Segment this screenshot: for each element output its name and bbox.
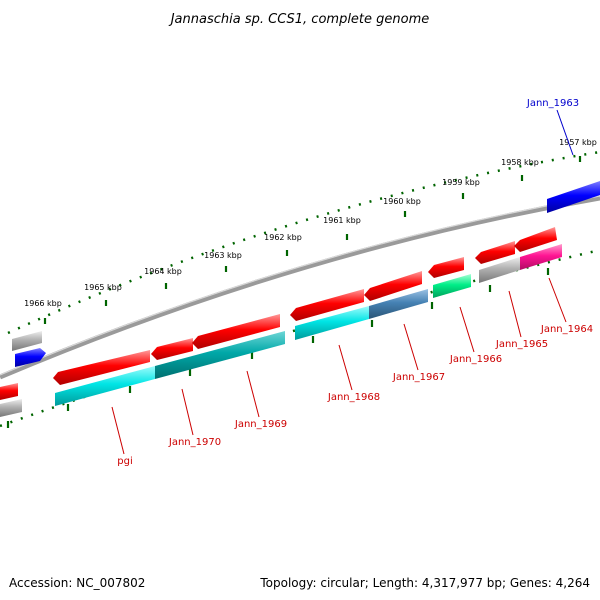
gene-gray-left-top	[12, 331, 42, 351]
tick-label-1962: 1962 kbp	[264, 233, 302, 242]
gene-labels: Jann_1963 Jann_1964 Jann_1965 Jann_1966 …	[117, 98, 593, 467]
red-gene-row	[0, 227, 557, 400]
leader-jann-1966	[459, 306, 475, 353]
leader-jann-1963	[556, 109, 574, 156]
gene-label-jann-1969: Jann_1969	[234, 419, 287, 430]
tick-label-1963: 1963 kbp	[204, 251, 242, 260]
gene-blue-left	[15, 348, 46, 367]
gene-red-jann-1970	[151, 338, 193, 360]
gene-label-jann-1964: Jann_1964	[540, 324, 593, 335]
gene-cyan-pgi	[55, 366, 155, 406]
leader-jann-1965	[508, 290, 522, 338]
leader-jann-1968	[338, 344, 353, 391]
label-leaders	[111, 109, 574, 455]
tick-label-1965: 1965 kbp	[84, 283, 122, 292]
footer-accession: Accession: NC_007802	[9, 576, 145, 590]
gene-red-jann-1969	[192, 314, 280, 349]
gene-red-jann-1967	[364, 271, 422, 301]
gene-gray-left-bottom	[0, 399, 22, 417]
gene-label-jann-1966: Jann_1966	[449, 354, 502, 365]
gene-label-jann-1968: Jann_1968	[327, 392, 380, 403]
leader-jann-1964	[548, 277, 567, 323]
leader-jann-1967	[403, 323, 419, 371]
tick-label-1964: 1964 kbp	[144, 267, 182, 276]
gene-jann-1963	[547, 181, 600, 213]
gene-cyan-jann-1968	[295, 306, 369, 340]
leader-jann-1969	[246, 370, 260, 418]
outer-tick-track	[7, 150, 600, 335]
gene-magenta-jann-1964	[520, 244, 562, 270]
gene-gray-jann-1965	[479, 257, 520, 283]
leader-jann-1970	[181, 388, 194, 436]
gene-teal-jann-1970-1969	[155, 331, 285, 379]
colored-gene-row	[0, 244, 562, 417]
forward-strand-genes	[12, 181, 600, 367]
map-title: Jannaschia sp. CCS1, complete genome	[168, 12, 430, 27]
tick-labels: 1957 kbp 1958 kbp 1959 kbp 1960 kbp 1961…	[24, 138, 597, 308]
gene-label-jann-1970: Jann_1970	[168, 437, 221, 448]
footer-summary: Topology: circular; Length: 4,317,977 bp…	[259, 576, 590, 590]
gene-red-jann-1968	[290, 289, 364, 321]
gene-label-pgi: pgi	[117, 456, 132, 467]
tick-label-1958: 1958 kbp	[501, 158, 539, 167]
gene-red-pgi	[53, 350, 150, 385]
gene-steel-jann-1967	[369, 289, 428, 319]
tick-label-1966: 1966 kbp	[24, 299, 62, 308]
gene-green-jann-1966	[433, 274, 471, 298]
tick-label-1961: 1961 kbp	[323, 216, 361, 225]
gene-label-jann-1967: Jann_1967	[392, 372, 445, 383]
gene-label-jann-1963: Jann_1963	[526, 98, 579, 109]
gene-label-jann-1965: Jann_1965	[495, 339, 548, 350]
gene-red-jann-1965	[475, 241, 515, 264]
gene-red-left-edge	[0, 383, 18, 400]
tick-label-1957: 1957 kbp	[559, 138, 597, 147]
gene-red-jann-1966	[428, 257, 464, 278]
genome-backbone	[0, 195, 600, 380]
leader-pgi	[111, 406, 125, 455]
tick-label-1959: 1959 kbp	[442, 178, 480, 187]
outer-tick-dots	[7, 150, 600, 335]
tick-label-1960: 1960 kbp	[383, 197, 421, 206]
gene-red-jann-1964	[514, 227, 557, 252]
